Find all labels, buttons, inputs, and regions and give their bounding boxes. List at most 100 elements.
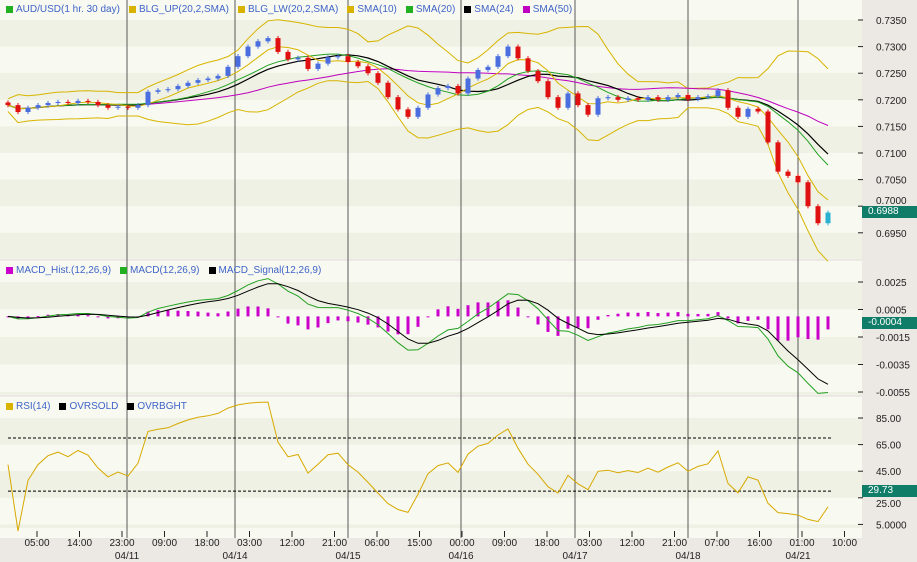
- candle-body: [675, 95, 681, 98]
- candle-body: [715, 90, 721, 97]
- y-axis-tick-label: 0.7150: [876, 122, 907, 133]
- grid-stripe: [0, 282, 862, 310]
- macd-histogram-bar: [686, 313, 690, 317]
- macd-histogram-bar: [36, 316, 40, 318]
- legend-swatch: [127, 403, 135, 410]
- x-axis-time-label: 18:00: [194, 538, 219, 549]
- macd-histogram-bar: [606, 314, 610, 317]
- candle-body: [795, 175, 801, 183]
- grid-stripe: [0, 20, 862, 47]
- macd-histogram-bar: [46, 314, 50, 317]
- macd-histogram-bar: [626, 312, 630, 317]
- macd-histogram-bar: [366, 316, 370, 325]
- y-axis-tick-label: 0.7300: [876, 43, 907, 54]
- macd-histogram-bar: [406, 316, 410, 335]
- macd-histogram-bar: [96, 316, 100, 318]
- candle-body: [335, 56, 341, 58]
- candle-body: [275, 38, 281, 52]
- macd-histogram-bar: [546, 316, 550, 332]
- candle-body: [285, 51, 291, 60]
- panel-background: [0, 261, 862, 395]
- y-axis-tick-label: 0.6950: [876, 229, 907, 240]
- candle-body: [395, 97, 401, 110]
- legend-item: RSI(14): [6, 401, 50, 412]
- macd-histogram-bar: [696, 314, 700, 317]
- candle-body: [225, 66, 231, 76]
- macd-histogram-bar: [746, 316, 750, 321]
- grid-stripe: [0, 73, 862, 100]
- candle-body: [705, 96, 711, 98]
- grid-stripe: [0, 232, 862, 259]
- candle-body: [205, 78, 211, 81]
- macd-histogram-bar: [236, 308, 240, 317]
- x-axis-time-label: 00:00: [449, 538, 474, 549]
- macd-histogram-bar: [226, 311, 230, 317]
- legend-label: SMA(24): [474, 4, 514, 15]
- panel-background: [0, 397, 862, 528]
- candle-body: [565, 93, 571, 108]
- x-axis-date-label: 04/14: [222, 551, 247, 562]
- macd-legend: MACD_Hist.(12,26,9) MACD(12,26,9) MACD_Sig…: [6, 265, 321, 276]
- macd-histogram-bar: [616, 313, 620, 317]
- candle-body: [295, 57, 301, 60]
- legend-label: AUD/USD(1 hr. 30 day): [16, 4, 120, 15]
- legend-swatch: [128, 6, 136, 13]
- legend-label: MACD_Signal(12,26,9): [218, 265, 322, 276]
- price-last-value-badge: 0.6988: [862, 206, 917, 218]
- macd-histogram-bar: [376, 316, 380, 328]
- macd-histogram-bar: [346, 316, 350, 322]
- x-axis-time-label: 12:00: [279, 538, 304, 549]
- grid-stripe: [0, 179, 862, 207]
- x-axis-time-label: 10:00: [832, 538, 857, 549]
- candle-body: [805, 182, 811, 207]
- legend-label: BLG_LW(20,2,SMA): [247, 4, 339, 15]
- macd-histogram-bar: [206, 312, 210, 317]
- x-axis-time-label: 09:00: [492, 538, 517, 549]
- x-axis-date-label: 04/17: [562, 551, 587, 562]
- price-legend: AUD/USD(1 hr. 30 day) BLG_UP(20,2,SMA) BLG…: [6, 4, 572, 15]
- candle-body: [75, 100, 81, 103]
- sma-10-line: [7, 46, 829, 201]
- macd-histogram-bar: [726, 316, 730, 319]
- grid-stripe: [0, 524, 862, 528]
- x-axis-date-label: 04/18: [675, 551, 700, 562]
- candle-body: [105, 105, 111, 108]
- legend-item: MACD_Hist.(12,26,9): [6, 265, 111, 276]
- x-axis-time-label: 23:00: [109, 538, 134, 549]
- candle-body: [735, 107, 741, 117]
- macd-last-value-badge: -0.0004: [862, 317, 917, 329]
- macd-histogram-bar: [706, 313, 710, 317]
- legend-item: MACD(12,26,9): [120, 265, 200, 276]
- macd-histogram-bar: [146, 311, 150, 317]
- macd-histogram-bar: [306, 316, 310, 330]
- legend-item: OVRSOLD: [59, 401, 118, 412]
- macd-histogram-bar: [666, 312, 670, 317]
- macd-histogram-bar: [396, 316, 400, 335]
- candle-body: [535, 71, 541, 82]
- macd-histogram-bar: [336, 316, 340, 321]
- legend-swatch: [522, 6, 530, 13]
- x-axis-date-label: 04/11: [115, 551, 140, 562]
- y-axis-tick-label: 0.7200: [876, 96, 907, 107]
- macd-histogram-bar: [166, 310, 170, 317]
- candle-body: [495, 56, 501, 67]
- legend-label: OVRBGHT: [137, 401, 187, 412]
- macd-histogram-bar: [286, 316, 290, 324]
- x-axis-time-label: 21:00: [662, 538, 687, 549]
- candle-body: [785, 171, 791, 176]
- y-axis-tick-label: -0.0035: [876, 361, 910, 372]
- candle-body: [695, 97, 701, 100]
- y-axis-tick-label: 65.00: [876, 441, 901, 452]
- candle-body: [155, 90, 161, 92]
- macd-histogram-bar: [596, 316, 600, 320]
- legend-item: BLG_LW(20,2,SMA): [237, 4, 339, 15]
- y-axis-tick-label: 45.00: [876, 467, 901, 478]
- legend-swatch: [120, 267, 128, 274]
- x-axis-time-label: 07:00: [704, 538, 729, 549]
- y-axis-tick-label: 85.00: [876, 414, 901, 425]
- macd-histogram-bar: [296, 316, 300, 326]
- candle-body: [585, 105, 591, 115]
- candle-body: [625, 98, 631, 100]
- x-axis-time-label: 14:00: [67, 538, 92, 549]
